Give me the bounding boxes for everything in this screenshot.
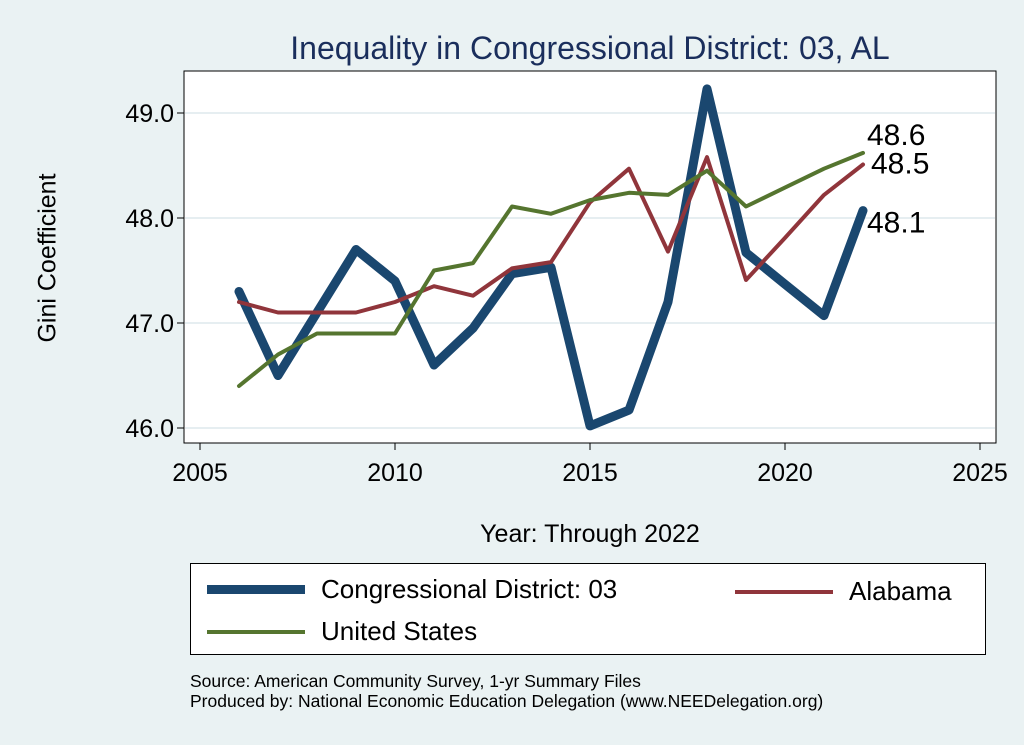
- y-axis-label: Gini Coefficient: [33, 173, 62, 343]
- y-tick-label: 46.0: [125, 415, 174, 443]
- y-tick-label: 49.0: [125, 100, 174, 128]
- legend-label-district: Congressional District: 03: [321, 574, 618, 604]
- legend-swatch-district: [207, 585, 305, 594]
- legend-label-alabama: Alabama: [849, 576, 952, 606]
- legend-swatch-alabama: [735, 589, 833, 594]
- legend-swatch-us: [207, 629, 305, 634]
- x-tick-label: 2010: [367, 459, 423, 487]
- plot-area: [183, 70, 997, 444]
- series-lines: [234, 84, 868, 431]
- axes: 46.0 47.0 48.0 49.0 2005 2010 2015 2020 2025: [125, 100, 1007, 487]
- series-line-us: [237, 150, 865, 388]
- x-tick-label: 2005: [172, 459, 228, 487]
- x-tick-label: 2020: [757, 459, 813, 487]
- x-tick-label: 2015: [562, 459, 618, 487]
- chart-plot: 46.0 47.0 48.0 49.0 2005 2010 2015 2020 2025 48.…: [125, 70, 1008, 487]
- end-label-alabama: 48.5: [871, 147, 929, 180]
- legend: Congressional District: 03 Alabama Unite…: [190, 563, 986, 655]
- source-line: Source: American Community Survey, 1-yr …: [190, 671, 641, 691]
- legend-label-us: United States: [321, 616, 478, 646]
- end-label-district: 48.1: [867, 207, 925, 240]
- end-label-us: 48.6: [867, 119, 925, 152]
- legend-item-district: Congressional District: 03: [207, 574, 617, 605]
- source-note: Source: American Community Survey, 1-yr …: [190, 671, 823, 711]
- end-labels: 48.1 48.548.6: [867, 119, 929, 240]
- producer-line: Produced by: National Economic Education…: [190, 691, 824, 711]
- series-line-alabama: [237, 155, 865, 315]
- y-tick-label: 47.0: [125, 310, 174, 338]
- legend-item-alabama: Alabama: [735, 576, 952, 607]
- x-axis-label: Year: Through 2022: [480, 520, 700, 548]
- chart-title: Inequality in Congressional District: 03…: [290, 30, 890, 66]
- legend-item-us: United States: [207, 616, 477, 647]
- x-tick-label: 2025: [952, 459, 1008, 487]
- y-tick-label: 48.0: [125, 205, 174, 233]
